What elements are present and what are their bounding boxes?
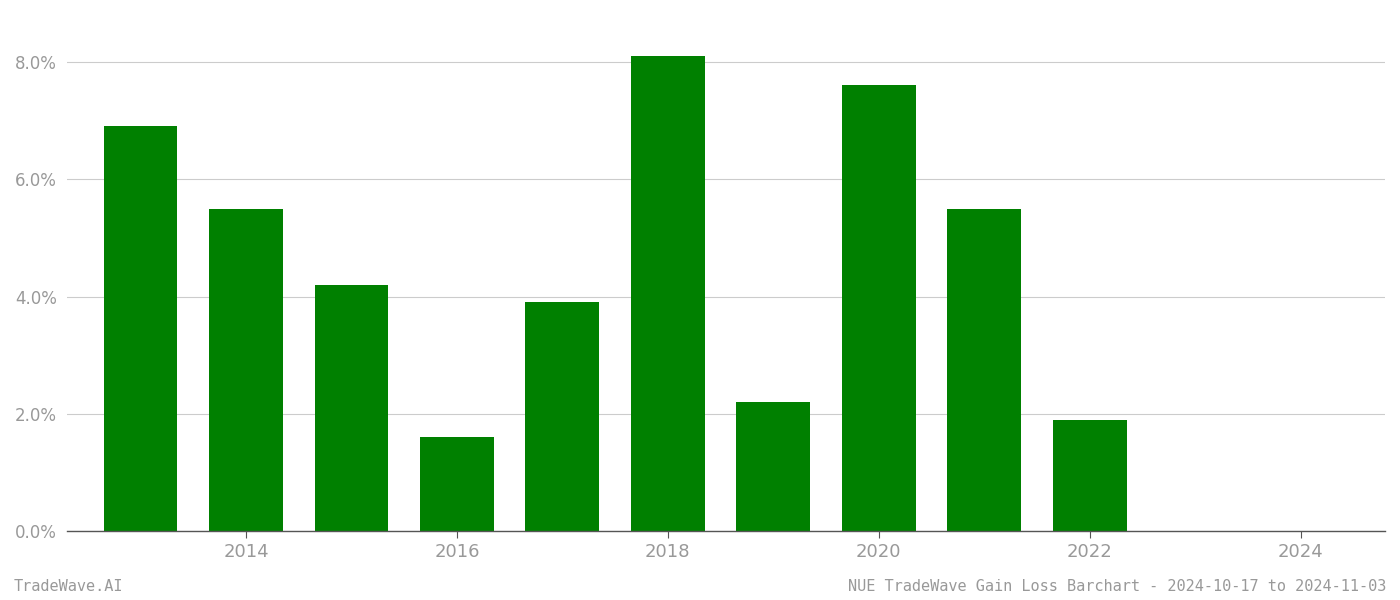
Bar: [841, 85, 916, 531]
Bar: [1053, 420, 1127, 531]
Bar: [525, 302, 599, 531]
Bar: [631, 56, 704, 531]
Text: NUE TradeWave Gain Loss Barchart - 2024-10-17 to 2024-11-03: NUE TradeWave Gain Loss Barchart - 2024-…: [847, 579, 1386, 594]
Bar: [736, 402, 811, 531]
Bar: [948, 209, 1021, 531]
Bar: [420, 437, 494, 531]
Bar: [315, 285, 388, 531]
Bar: [209, 209, 283, 531]
Text: TradeWave.AI: TradeWave.AI: [14, 579, 123, 594]
Bar: [104, 127, 178, 531]
